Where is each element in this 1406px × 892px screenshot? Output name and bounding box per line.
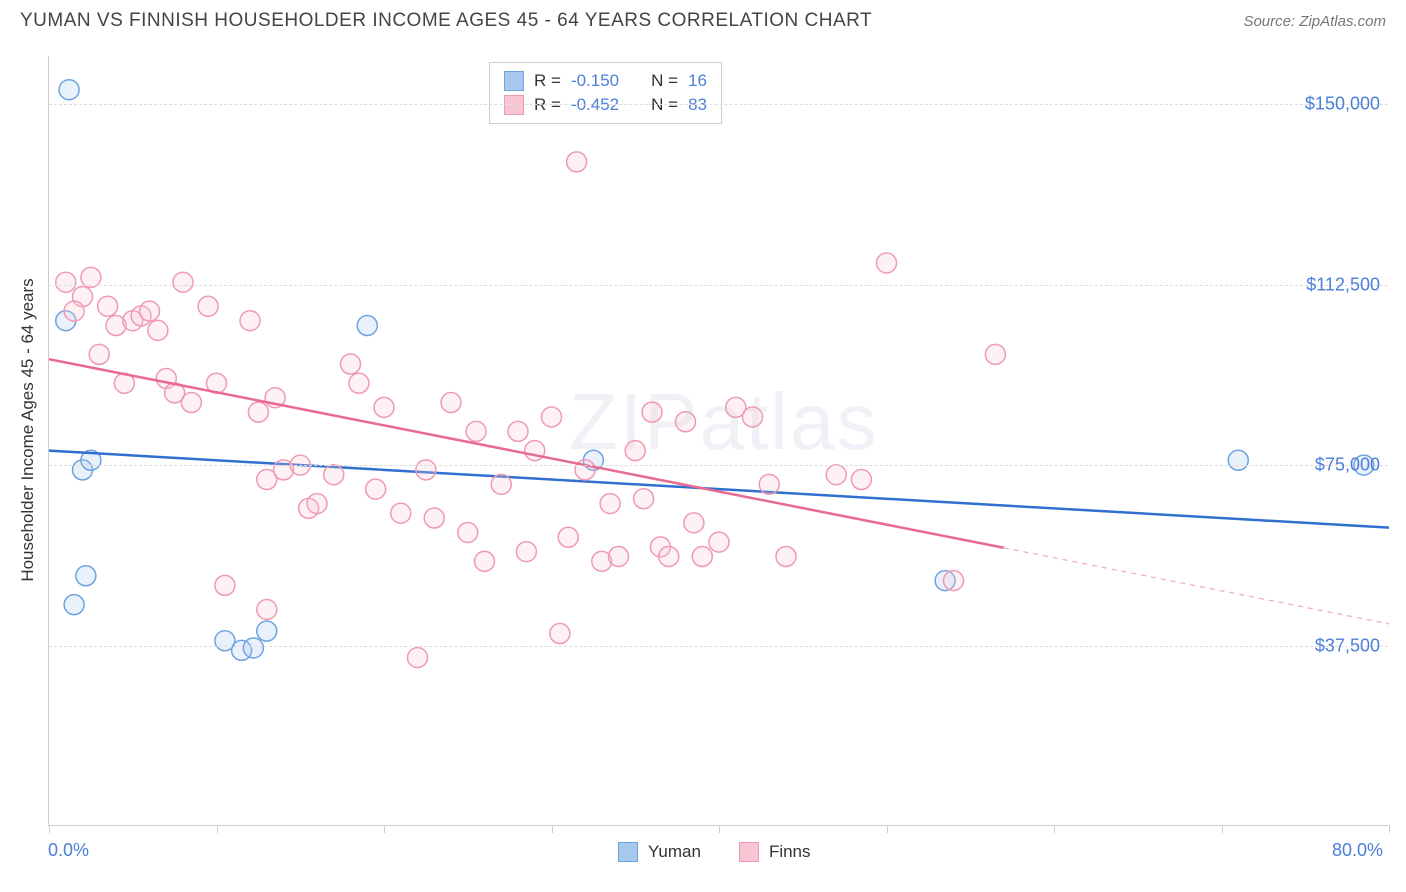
data-point [458,522,478,542]
n-value: 16 [688,71,707,91]
data-point [944,571,964,591]
correlation-legend: R = -0.150 N = 16 R = -0.452 N = 83 [489,62,722,124]
scatter-plot-svg [49,56,1388,825]
data-point [341,354,361,374]
data-point [148,320,168,340]
data-point [826,465,846,485]
x-axis-min-label: 0.0% [48,840,89,861]
data-point [349,373,369,393]
data-point [508,421,528,441]
data-point [634,489,654,509]
data-point [776,547,796,567]
data-point [684,513,704,533]
data-point [181,393,201,413]
data-point [659,547,679,567]
series-legend: Yuman Finns [618,842,811,862]
data-point [567,152,587,172]
data-point [441,393,461,413]
data-point [424,508,444,528]
data-point [89,344,109,364]
data-point [851,470,871,490]
data-point [248,402,268,422]
swatch-icon [504,71,524,91]
x-tick [384,825,385,833]
data-point [475,551,495,571]
chart-title: YUMAN VS FINNISH HOUSEHOLDER INCOME AGES… [20,10,872,32]
y-tick-label: $37,500 [1315,635,1380,656]
data-point [257,599,277,619]
data-point [64,595,84,615]
data-point [374,397,394,417]
swatch-icon [618,842,638,862]
trend-line-extrapolated [1004,548,1389,624]
trend-line [49,359,1004,548]
n-label: N = [651,71,678,91]
chart-plot-area: ZIPatlas R = -0.150 N = 16 R = -0.452 N … [48,56,1388,826]
data-point [676,412,696,432]
gridline [49,646,1388,647]
data-point [59,80,79,100]
data-point [516,542,536,562]
data-point [877,253,897,273]
x-tick [1054,825,1055,833]
data-point [985,344,1005,364]
data-point [642,402,662,422]
data-point [550,624,570,644]
r-value: -0.150 [571,71,619,91]
data-point [408,648,428,668]
series-name: Yuman [648,842,701,862]
data-point [491,474,511,494]
data-point [709,532,729,552]
trend-line [49,451,1389,528]
data-point [558,527,578,547]
data-point [600,494,620,514]
data-point [243,638,263,658]
gridline [49,465,1388,466]
data-point [366,479,386,499]
data-point [76,566,96,586]
data-point [215,575,235,595]
data-point [56,272,76,292]
x-tick [719,825,720,833]
x-tick [1389,825,1390,833]
data-point [140,301,160,321]
y-axis-title: Householder Income Ages 45 - 64 years [18,278,38,581]
data-point [466,421,486,441]
data-point [98,296,118,316]
y-tick-label: $150,000 [1305,94,1380,115]
gridline [49,285,1388,286]
data-point [391,503,411,523]
data-point [307,494,327,514]
y-tick-label: $112,500 [1306,274,1380,295]
data-point [64,301,84,321]
r-label: R = [534,71,561,91]
swatch-icon [739,842,759,862]
legend-row-yuman: R = -0.150 N = 16 [504,69,707,93]
x-tick [217,825,218,833]
x-tick [552,825,553,833]
data-point [692,547,712,567]
data-point [1228,450,1248,470]
data-point [198,296,218,316]
data-point [743,407,763,427]
data-point [416,460,436,480]
data-point [625,441,645,461]
source-attribution: Source: ZipAtlas.com [1243,13,1386,30]
data-point [173,272,193,292]
series-name: Finns [769,842,811,862]
y-tick-label: $75,000 [1315,455,1380,476]
gridline [49,104,1388,105]
data-point [609,547,629,567]
data-point [240,311,260,331]
data-point [257,621,277,641]
data-point [324,465,344,485]
data-point [357,316,377,336]
x-tick [49,825,50,833]
data-point [759,474,779,494]
x-tick [887,825,888,833]
data-point [542,407,562,427]
x-axis-max-label: 80.0% [1332,840,1383,861]
x-tick [1222,825,1223,833]
